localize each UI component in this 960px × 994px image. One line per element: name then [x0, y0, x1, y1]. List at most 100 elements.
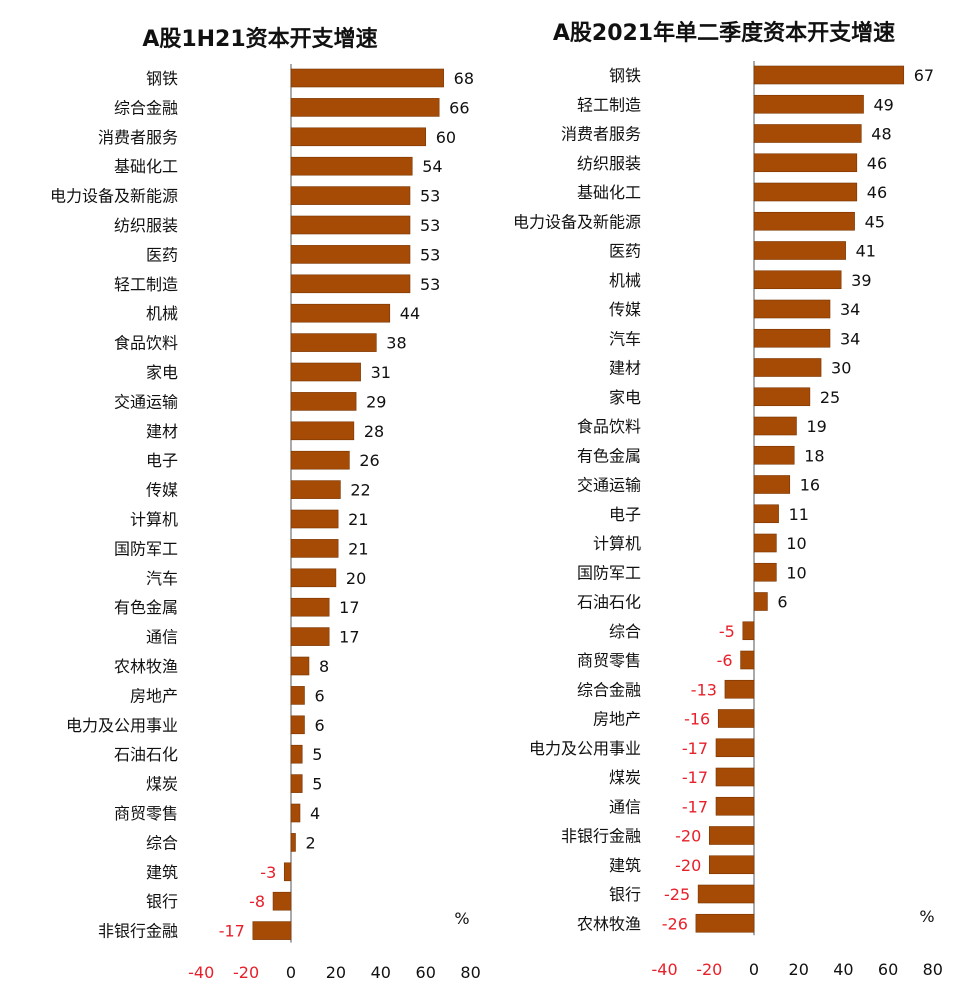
data-label: 38	[386, 334, 406, 353]
bar	[715, 767, 755, 787]
category-label: 建筑	[609, 856, 641, 875]
category-label: 机械	[146, 304, 178, 323]
category-label: 综合金融	[114, 98, 178, 117]
bar	[724, 679, 755, 699]
x-tick-label: 20	[326, 963, 346, 982]
category-label: 家电	[146, 363, 178, 382]
category-label: 煤炭	[609, 768, 641, 787]
category-label: 基础化工	[577, 183, 641, 202]
data-label: 49	[874, 95, 894, 114]
x-tick-label: 80	[923, 960, 943, 979]
chart-title: A股2021年单二季度资本开支增速	[553, 20, 895, 46]
data-label: 54	[422, 157, 442, 176]
data-label: -20	[675, 856, 701, 875]
data-label: 46	[867, 154, 887, 173]
data-label: 5	[312, 745, 322, 764]
category-label: 非银行金融	[98, 922, 178, 941]
category-label: 电子	[146, 451, 178, 470]
bar	[272, 891, 292, 911]
data-label: 10	[786, 563, 806, 582]
category-label: 电力设备及新能源	[513, 212, 641, 231]
category-label: 综合	[146, 833, 178, 852]
bar	[290, 715, 305, 735]
bar	[753, 153, 858, 173]
category-label: 钢铁	[609, 66, 641, 85]
bar	[753, 475, 791, 494]
bar	[290, 568, 337, 588]
category-label: 综合	[609, 622, 641, 641]
data-label: 17	[339, 628, 359, 647]
bar	[290, 509, 339, 529]
bar	[715, 796, 755, 816]
x-tick-label: -40	[652, 960, 678, 979]
category-label: 有色金属	[577, 446, 641, 465]
category-label: 汽车	[609, 329, 641, 348]
bar	[753, 211, 855, 231]
category-label: 交通运输	[577, 476, 641, 495]
data-label: 10	[786, 534, 806, 553]
data-label: -3	[260, 863, 276, 882]
data-label: 45	[865, 212, 885, 231]
bar	[753, 94, 864, 114]
data-label: 28	[364, 422, 384, 441]
x-tick-label: 40	[833, 960, 853, 979]
category-label: 综合金融	[577, 680, 641, 699]
chart-title: A股1H21资本开支增速	[142, 26, 377, 52]
unit-label: %	[454, 909, 469, 928]
category-label: 轻工制造	[577, 95, 641, 114]
category-label: 交通运输	[114, 392, 178, 411]
data-label: 22	[350, 481, 370, 500]
data-label: 29	[366, 392, 386, 411]
category-label: 银行	[609, 885, 641, 904]
data-label: -6	[717, 651, 733, 670]
category-label: 计算机	[593, 534, 641, 553]
x-tick-label: 60	[416, 963, 436, 982]
data-label: -17	[682, 739, 708, 758]
category-label: 有色金属	[114, 598, 178, 617]
category-label: 轻工制造	[114, 275, 178, 294]
data-label: -16	[684, 710, 710, 729]
bar	[753, 299, 831, 319]
x-tick-label: -20	[233, 963, 259, 982]
category-label: 消费者服务	[98, 128, 178, 147]
bar	[753, 65, 905, 85]
category-label: 钢铁	[146, 69, 178, 88]
category-label: 食品饮料	[114, 334, 178, 353]
data-label: 31	[371, 363, 391, 382]
category-label: 家电	[609, 388, 641, 407]
bar	[695, 913, 755, 933]
bar	[290, 539, 339, 558]
data-label: 5	[312, 775, 322, 794]
data-label: 21	[348, 510, 368, 529]
x-tick-label: 60	[878, 960, 898, 979]
bar	[753, 241, 846, 260]
category-label: 石油石化	[577, 593, 641, 612]
category-label: 通信	[609, 797, 641, 816]
bar	[290, 362, 361, 382]
category-label: 汽车	[146, 569, 178, 588]
data-label: 67	[914, 66, 934, 85]
bar	[753, 358, 822, 377]
data-label: 53	[420, 245, 440, 264]
bar	[290, 833, 296, 852]
category-label: 纺织服装	[114, 216, 178, 235]
data-label: 26	[359, 451, 379, 470]
data-label: 30	[831, 359, 851, 378]
category-label: 传媒	[609, 300, 641, 319]
bar	[753, 504, 779, 524]
data-label: 60	[436, 128, 456, 147]
category-label: 基础化工	[114, 157, 178, 176]
x-tick-label: -40	[188, 963, 214, 982]
category-label: 房地产	[130, 686, 178, 705]
bar	[290, 450, 350, 470]
bar	[753, 182, 858, 202]
bar	[740, 650, 755, 670]
bar	[283, 862, 292, 882]
data-label: -25	[664, 885, 690, 904]
category-label: 银行	[146, 892, 178, 911]
bar	[708, 826, 755, 845]
category-label: 房地产	[593, 710, 641, 729]
data-label: -8	[249, 892, 265, 911]
